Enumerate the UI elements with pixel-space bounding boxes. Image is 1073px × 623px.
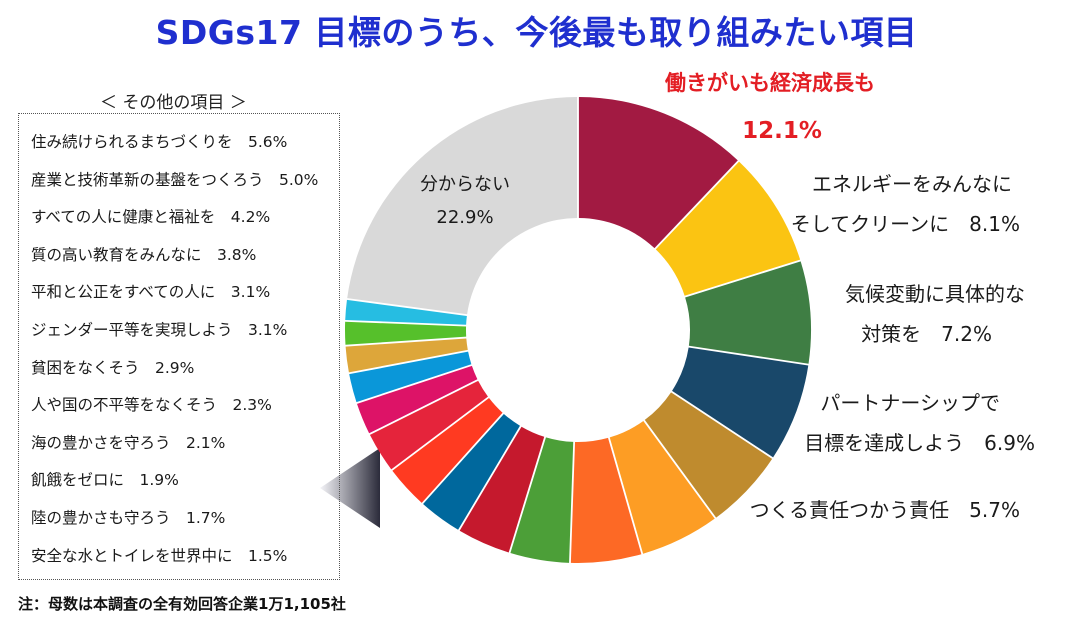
chart-title: SDGs17 目標のうち、今後最も取り組みたい項目	[155, 13, 918, 52]
others-item: 住み続けられるまちづくりを 5.6%	[31, 133, 288, 151]
others-item: 安全な水とトイレを世界中に 1.5%	[31, 546, 288, 565]
outside-label-3-line1: パートナーシップで	[820, 391, 1000, 415]
slice-17	[347, 97, 578, 315]
others-item: 人や国の不平等をなくそう 2.3%	[31, 396, 272, 415]
others-item: 平和と公正をすべての人に 3.1%	[31, 283, 271, 302]
unknown-slice-value: 22.9%	[436, 207, 493, 228]
slice-14	[345, 338, 468, 373]
outside-label-1-line1: エネルギーをみんなに	[812, 172, 1012, 196]
slice-5	[609, 420, 715, 554]
unknown-slice-label: 分からない	[420, 174, 510, 195]
slice-3	[672, 347, 809, 458]
slice-12	[357, 365, 478, 434]
others-item: 貧困をなくそう 2.9%	[31, 358, 195, 377]
others-item: ジェンダー平等を実現しよう 3.1%	[31, 321, 288, 339]
slice-4	[644, 392, 773, 518]
others-item: すべての人に健康と福祉を 4.2%	[31, 208, 271, 227]
slice-15	[345, 321, 467, 345]
others-item: 陸の豊かさも守ろう 1.7%	[31, 509, 226, 527]
outside-label-4-line1: つくる責任つかう責任 5.7%	[750, 498, 1020, 522]
callout-pointer	[320, 448, 380, 528]
outside-label-1-line2: そしてクリーンに 8.1%	[791, 212, 1020, 236]
outside-label-2-line1: 気候変動に具体的な	[845, 282, 1025, 306]
outside-label-0-line1: 働きがいも経済成長も	[664, 71, 875, 95]
slice-11	[369, 380, 488, 470]
footnote: 注：母数は本調査の全有効回答企業1万1,105社	[18, 595, 346, 613]
slice-7	[510, 437, 574, 563]
slice-9	[423, 413, 520, 530]
others-item: 海の豊かさを守ろう 2.1%	[31, 433, 226, 452]
outside-label-3-line2: 目標を達成しよう 6.9%	[804, 431, 1035, 455]
slice-8	[459, 426, 545, 553]
others-heading: ＜ その他の項目 ＞	[100, 93, 247, 113]
others-item: 飢餓をゼロに 1.9%	[31, 471, 179, 490]
others-item: 質の高い教育をみんなに 3.8%	[31, 245, 257, 264]
slice-6	[570, 437, 642, 563]
slice-10	[392, 398, 503, 503]
others-item: 産業と技術革新の基盤をつくろう 5.0%	[31, 170, 319, 189]
slice-13	[349, 351, 472, 403]
slice-16	[345, 299, 467, 325]
slice-1	[655, 161, 801, 296]
slice-2	[685, 261, 812, 364]
outside-label-2-line2: 対策を 7.2%	[861, 322, 992, 346]
slice-0	[578, 97, 738, 249]
others-list: 住み続けられるまちづくりを 5.6% 産業と技術革新の基盤をつくろう 5.0% すべ…	[18, 113, 340, 580]
outside-label-0-line2: 12.1%	[742, 118, 822, 144]
